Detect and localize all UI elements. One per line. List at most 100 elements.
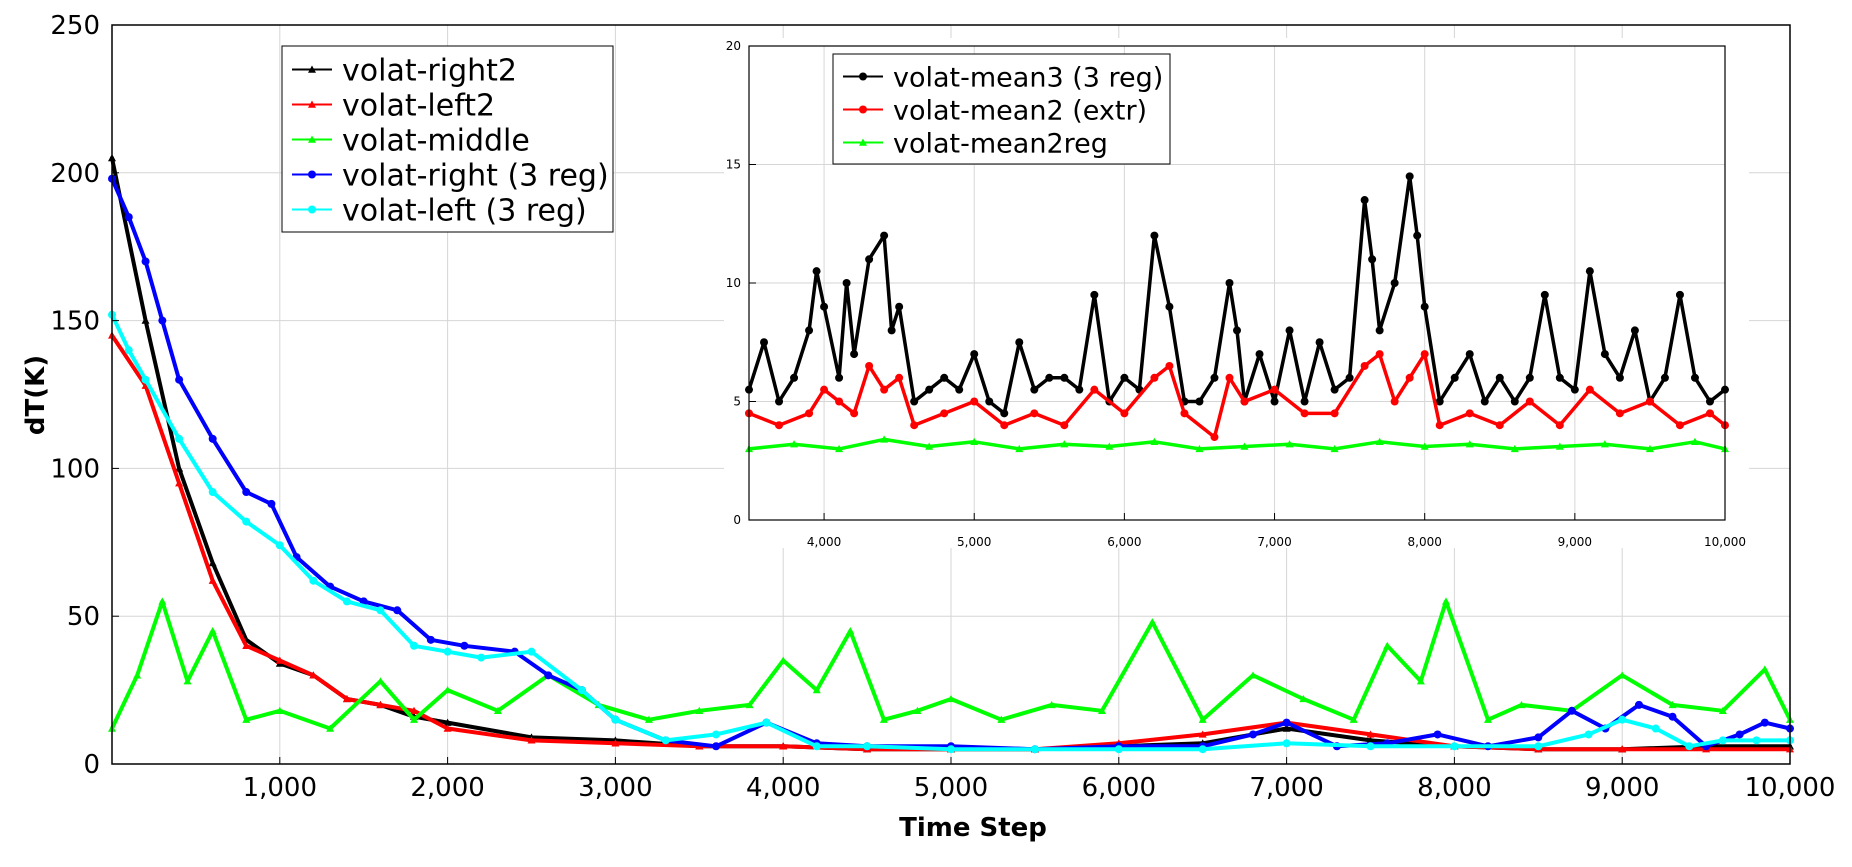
inset-series-1-point-35 bbox=[1555, 421, 1564, 430]
main-series-4-point-33 bbox=[1718, 736, 1727, 745]
inset-x-tick-label-5: 9,000 bbox=[1558, 535, 1592, 549]
inset-x-tick-label-4: 8,000 bbox=[1408, 535, 1442, 549]
inset-series-0-point-30 bbox=[1150, 231, 1159, 240]
inset-series-0-point-2 bbox=[775, 397, 784, 406]
inset-series-1-point-26 bbox=[1360, 361, 1369, 370]
inset-series-0-point-16 bbox=[940, 373, 949, 382]
main-series-2-point-15 bbox=[695, 706, 704, 714]
main-series-0-point-1 bbox=[141, 316, 150, 324]
inset-series-1-point-38 bbox=[1645, 397, 1654, 406]
main-series-1-point-24 bbox=[1618, 745, 1627, 753]
main-plot-area: 1,000 2,000 3,000 4,000 5,000 6,000 7,000 8,000… bbox=[21, 11, 1835, 843]
main-series-2-point-28 bbox=[1249, 671, 1258, 679]
inset-series-0-point-68 bbox=[1675, 290, 1684, 299]
main-series-group bbox=[108, 154, 1794, 754]
main-series-3-point-19 bbox=[712, 742, 721, 751]
main-series-4-point-18 bbox=[762, 718, 771, 727]
inset-series-1-point-15 bbox=[1090, 385, 1099, 394]
inset-series-1-point-2 bbox=[805, 409, 814, 418]
inset-series-1-point-11 bbox=[970, 397, 979, 406]
main-series-line-4 bbox=[110, 312, 1792, 752]
inset-y-tick-label-0: 0 bbox=[733, 513, 741, 527]
main-series-4-point-16 bbox=[661, 736, 670, 745]
inset-series-1-point-27 bbox=[1375, 350, 1384, 359]
main-series-2-point-22 bbox=[947, 694, 955, 703]
main-series-3-point-31 bbox=[1433, 730, 1442, 739]
main-series-4-point-34 bbox=[1752, 736, 1761, 745]
inset-series-0-point-47 bbox=[1375, 326, 1384, 335]
main-series-4-point-2 bbox=[141, 375, 150, 384]
inset-series-0-point-1 bbox=[760, 338, 769, 347]
main-y-tick-label-2: 100 bbox=[50, 454, 100, 484]
main-series-4-point-31 bbox=[1651, 724, 1660, 733]
main-series-1-point-19 bbox=[1198, 730, 1207, 738]
inset-series-0-point-69 bbox=[1690, 373, 1699, 382]
inset-series-1-point-19 bbox=[1180, 409, 1189, 418]
main-series-2-point-10 bbox=[443, 686, 452, 694]
main-series-4-point-3 bbox=[175, 434, 184, 443]
inset-series-0-point-8 bbox=[842, 279, 851, 287]
main-series-2-point-25 bbox=[1098, 706, 1107, 714]
main-series-4-point-8 bbox=[342, 597, 351, 606]
main-series-1-point-3 bbox=[208, 576, 217, 584]
inset-series-1-point-9 bbox=[910, 421, 919, 430]
inset-series-0-point-39 bbox=[1270, 397, 1279, 406]
main-legend-marker-0 bbox=[308, 65, 316, 73]
inset-series-0-point-45 bbox=[1360, 196, 1369, 205]
inset-series-0-point-12 bbox=[887, 326, 896, 335]
main-series-1-point-9 bbox=[410, 706, 419, 714]
inset-series-1-point-18 bbox=[1165, 361, 1174, 370]
inset-series-1-point-5 bbox=[850, 409, 859, 418]
inset-legend-marker-1 bbox=[859, 105, 867, 114]
inset-series-2-point-8 bbox=[1105, 442, 1114, 450]
main-series-2-point-20 bbox=[879, 715, 888, 723]
main-series-4-point-30 bbox=[1618, 715, 1627, 724]
inset-series-0-point-7 bbox=[835, 373, 844, 382]
inset-series-0-point-67 bbox=[1660, 373, 1669, 382]
main-legend: volat-right2volat-left2volat-middlevolat… bbox=[281, 45, 614, 233]
main-series-1-point-2 bbox=[175, 479, 184, 487]
inset-series-1-point-31 bbox=[1435, 421, 1444, 430]
inset-series-0-point-9 bbox=[850, 350, 859, 359]
inset-series-1-point-33 bbox=[1495, 421, 1504, 430]
main-series-2-point-39 bbox=[1718, 706, 1727, 714]
main-series-1-point-5 bbox=[275, 656, 284, 664]
inset-series-0-point-62 bbox=[1585, 267, 1594, 276]
inset-series-0-point-14 bbox=[910, 397, 919, 406]
inset-series-0-point-60 bbox=[1555, 373, 1564, 382]
inset-series-1-point-16 bbox=[1120, 409, 1129, 418]
inset-series-1-point-17 bbox=[1150, 373, 1159, 382]
main-series-3-point-6 bbox=[242, 488, 251, 497]
main-series-1-point-8 bbox=[376, 700, 385, 709]
main-x-tick-label-6: 7,000 bbox=[1249, 773, 1323, 803]
main-series-3-point-5 bbox=[208, 434, 217, 443]
inset-series-line-1 bbox=[747, 352, 1727, 439]
main-series-4-point-29 bbox=[1584, 730, 1593, 739]
main-series-3-point-4 bbox=[175, 375, 184, 384]
main-y-tick-label-0: 0 bbox=[83, 750, 100, 780]
inset-legend: volat-mean3 (3 reg)volat-mean2 (extr)vol… bbox=[832, 53, 1171, 165]
main-legend-marker-2 bbox=[308, 135, 316, 143]
main-series-4-point-22 bbox=[1030, 745, 1039, 754]
main-y-tick-label-3: 150 bbox=[50, 307, 100, 337]
inset-series-0-point-24 bbox=[1060, 373, 1069, 382]
main-series-2-point-26 bbox=[1148, 618, 1157, 626]
main-series-2-point-2 bbox=[158, 597, 167, 605]
inset-series-2-point-4 bbox=[925, 442, 934, 450]
main-series-3-point-28 bbox=[1282, 718, 1291, 727]
inset-series-2-point-17 bbox=[1510, 444, 1519, 453]
main-series-4-point-27 bbox=[1450, 742, 1459, 751]
main-x-tick-label-8: 9,000 bbox=[1585, 773, 1659, 803]
inset-y-tick-label-3: 15 bbox=[726, 158, 741, 172]
inset-series-1-point-39 bbox=[1675, 421, 1684, 430]
main-series-3-point-27 bbox=[1249, 730, 1258, 739]
main-series-0-point-3 bbox=[208, 558, 217, 567]
main-y-tick-label-4: 200 bbox=[50, 159, 100, 189]
main-series-3-point-33 bbox=[1534, 733, 1543, 742]
main-series-3-point-15 bbox=[544, 671, 553, 680]
inset-series-0-point-54 bbox=[1465, 350, 1474, 359]
inset-legend-marker-0 bbox=[859, 72, 867, 81]
inset-y-tick-label-2: 10 bbox=[726, 276, 741, 290]
inset-series-0-point-22 bbox=[1030, 385, 1039, 394]
